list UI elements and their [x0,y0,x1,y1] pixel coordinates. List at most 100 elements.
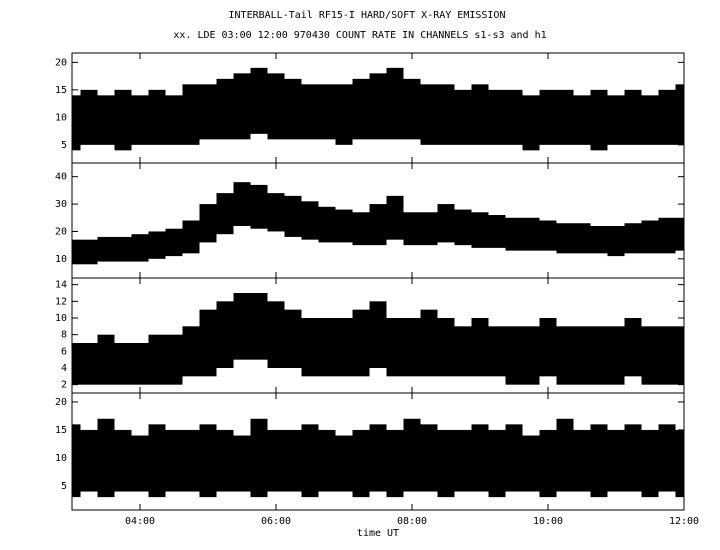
count-band [318,206,336,243]
count-band [233,293,251,360]
x-tick-label: 10:00 [533,516,563,527]
count-band [505,217,523,251]
count-band [131,435,149,492]
count-band [165,95,183,145]
count-band [539,429,557,498]
count-band [437,84,455,145]
count-band [369,204,387,246]
count-band [250,418,268,498]
count-band [403,418,421,492]
count-band [658,217,676,254]
count-band [420,212,438,246]
count-band [675,326,684,385]
count-band [539,89,557,145]
count-band [352,309,370,377]
count-band [335,84,353,145]
count-band [80,239,98,265]
count-band [267,429,285,492]
x-tick-label: 12:00 [669,516,699,527]
count-band [556,418,574,492]
count-band [641,95,659,145]
count-band [675,84,684,145]
count-band [250,184,268,229]
count-band [658,326,676,385]
count-band [505,424,523,492]
count-band [658,424,676,492]
count-band [114,343,132,385]
y-tick-label: 15 [55,425,67,436]
count-band [131,234,149,262]
count-band [590,225,608,254]
count-band [301,201,319,240]
count-band [97,418,115,498]
count-band [318,84,336,140]
count-band [658,89,676,145]
count-band [675,217,684,251]
count-band [182,429,200,492]
y-tick-label: 30 [55,199,67,210]
x-tick-label: 04:00 [125,516,155,527]
y-tick-label: 5 [61,481,67,492]
y-tick-label: 12 [55,296,67,307]
count-band [284,195,302,237]
count-band [318,429,336,492]
count-band [488,326,506,377]
count-band [420,424,438,492]
count-band [250,293,268,360]
count-band [352,78,370,140]
count-band [437,429,455,498]
count-band [97,236,115,262]
count-band [233,182,251,226]
y-tick-label: 20 [55,397,67,408]
count-band [233,435,251,492]
count-band [165,334,183,385]
count-band [352,429,370,498]
count-band [590,89,608,151]
count-band [607,326,625,385]
count-band [624,424,642,492]
count-band [216,429,234,492]
count-band [284,429,302,492]
y-tick-label: 5 [61,140,67,151]
count-band [182,220,200,254]
count-band [267,73,285,140]
count-band [148,424,166,498]
count-band [522,435,540,492]
count-band [607,95,625,145]
count-band [301,84,319,140]
count-band [386,195,404,240]
count-band [454,429,472,492]
count-band [369,301,387,368]
count-band [369,424,387,492]
count-band [624,223,642,254]
count-band [165,429,183,492]
count-band [301,424,319,498]
count-band [72,95,81,151]
count-band [97,95,115,145]
count-band [403,78,421,140]
count-band [403,212,421,246]
count-band [505,89,523,145]
y-tick-label: 4 [61,363,67,374]
count-band [539,318,557,377]
count-band [216,301,234,368]
panel-frame [71,392,685,511]
count-band [80,89,98,145]
count-band [267,301,285,368]
count-band [386,67,404,140]
count-band [199,84,217,140]
count-band [454,326,472,377]
count-band [488,89,506,145]
count-band [522,95,540,151]
count-band [573,223,591,254]
chart-subtitle: xx. LDE 03:00 12:00 970430 COUNT RATE IN… [173,30,546,41]
y-tick-label: 10 [55,112,67,123]
count-band [437,318,455,377]
y-tick-label: 10 [55,453,67,464]
count-band [97,334,115,385]
count-band [573,429,591,492]
count-band [148,334,166,385]
count-band [114,89,132,151]
count-band [641,220,659,254]
